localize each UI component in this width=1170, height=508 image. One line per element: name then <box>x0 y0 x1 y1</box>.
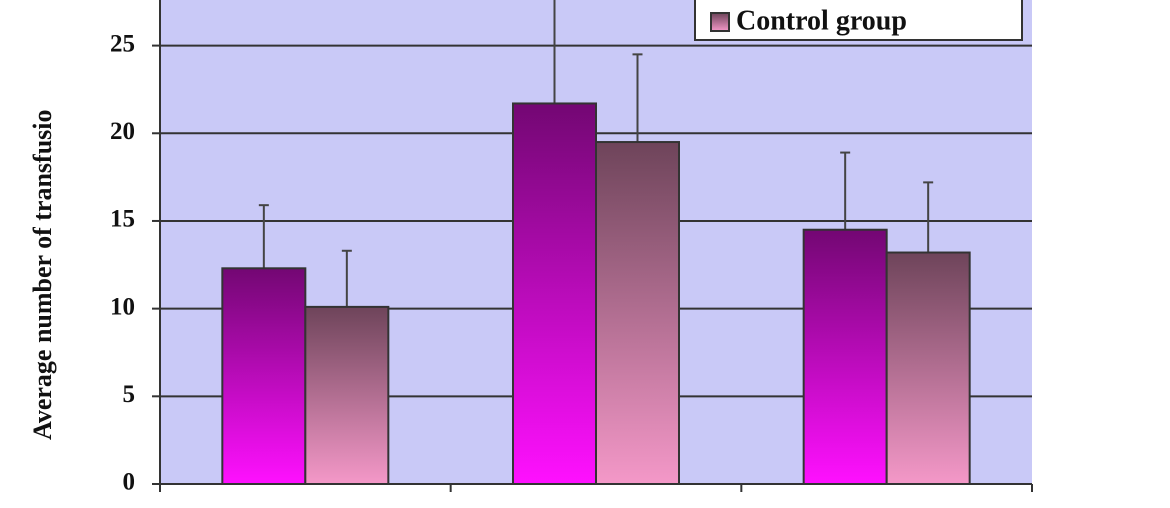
y-axis-label: Average number of transfusio <box>28 109 57 440</box>
bar <box>304 305 390 485</box>
y-tick-label: 20 <box>110 118 135 145</box>
y-tick-label: 25 <box>110 30 135 57</box>
bar <box>885 251 971 485</box>
y-tick-label: 0 <box>123 469 136 496</box>
bar <box>512 102 597 485</box>
legend-label: Control group <box>736 5 907 36</box>
legend-swatch <box>710 12 730 32</box>
bar <box>802 228 888 485</box>
bar <box>595 141 680 485</box>
legend-box <box>694 0 1023 41</box>
y-tick-label: 15 <box>110 206 135 233</box>
y-tick-label: 10 <box>110 293 135 320</box>
y-tick-label: 5 <box>123 381 136 408</box>
legend: Control group <box>694 0 1023 41</box>
bar <box>221 267 307 485</box>
